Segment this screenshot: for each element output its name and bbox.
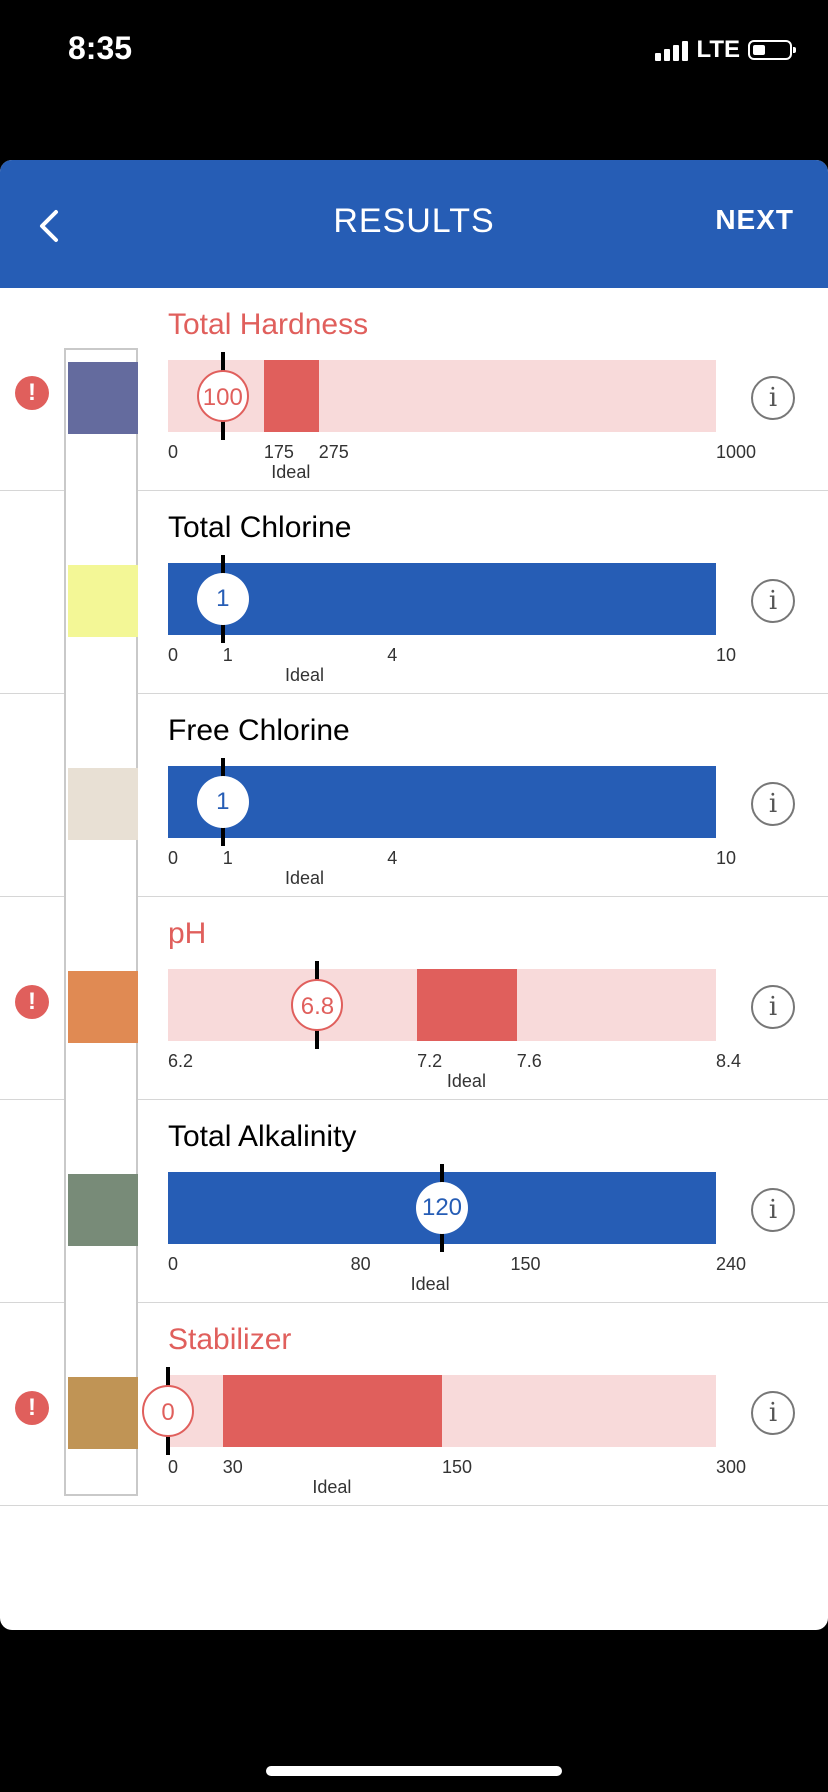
scale-tick-label: 0 xyxy=(168,1254,179,1274)
ideal-label: Ideal xyxy=(446,1071,486,1091)
result-name: pH xyxy=(168,917,207,950)
scale-tick-label: 1 xyxy=(222,645,233,665)
range-bar: 1 xyxy=(168,555,716,643)
scale-tick-label: 150 xyxy=(510,1254,541,1274)
scale-tick-label: 4 xyxy=(387,848,398,868)
status-indicators: LTE xyxy=(655,36,796,64)
ideal-label: Ideal xyxy=(285,868,325,888)
scale-tick-label: 275 xyxy=(318,442,349,462)
scale-tick-label: 30 xyxy=(222,1457,243,1477)
scale-tick-label: 175 xyxy=(263,442,294,462)
info-button[interactable]: i xyxy=(751,782,795,826)
result-row: Total Alkalinity 120 0 80 150 240 Ideal i xyxy=(0,1100,828,1303)
alert-icon: ! xyxy=(15,985,49,1019)
result-row: Total Chlorine 1 0 1 4 10 Ideal i xyxy=(0,491,828,694)
scale-tick-label: 80 xyxy=(350,1254,371,1274)
test-strip-pad xyxy=(68,768,138,840)
scale-tick-label: 7.6 xyxy=(516,1051,542,1071)
result-name: Total Hardness xyxy=(168,308,369,341)
scale-tick-label: 0 xyxy=(168,442,179,462)
result-row: pH! 6.8 6.2 7.2 7.6 8.4 Ideal i xyxy=(0,897,828,1100)
alert-icon: ! xyxy=(15,376,49,410)
status-bar: 8:35 LTE xyxy=(0,0,828,100)
range-bar: 120 xyxy=(168,1164,716,1252)
range-bar: 6.8 xyxy=(168,961,716,1049)
ideal-range-segment xyxy=(263,360,319,432)
scale-tick-label: 0 xyxy=(168,848,179,868)
info-button[interactable]: i xyxy=(751,985,795,1029)
value-marker[interactable]: 0 xyxy=(142,1385,194,1437)
alert-icon: ! xyxy=(15,1391,49,1425)
range-bar: 100 xyxy=(168,352,716,440)
next-button[interactable]: NEXT xyxy=(715,204,794,235)
result-name: Total Alkalinity xyxy=(168,1120,357,1153)
value-marker[interactable]: 1 xyxy=(196,573,249,625)
home-indicator[interactable] xyxy=(266,1766,562,1776)
ideal-range-segment xyxy=(222,1375,442,1447)
ideal-label: Ideal xyxy=(410,1274,450,1294)
network-label: LTE xyxy=(696,36,740,63)
scale-tick-label: 240 xyxy=(716,1254,747,1274)
status-time: 8:35 xyxy=(68,30,133,66)
scale-tick-label: 0 xyxy=(168,645,179,665)
result-name: Free Chlorine xyxy=(168,714,350,747)
scale-tick-label: 150 xyxy=(442,1457,473,1477)
scale-tick-label: 10 xyxy=(716,645,737,665)
test-strip-pad xyxy=(68,971,138,1043)
signal-icon xyxy=(655,39,689,61)
scale-tick-label: 7.2 xyxy=(417,1051,443,1071)
info-button[interactable]: i xyxy=(751,1188,795,1232)
test-strip-pad xyxy=(68,1174,138,1246)
value-marker[interactable]: 6.8 xyxy=(291,979,344,1031)
value-marker[interactable]: 1 xyxy=(196,776,249,828)
test-strip-pad xyxy=(68,1377,138,1449)
test-strip xyxy=(64,348,138,1496)
results-card: RESULTS NEXT Total Hardness! 100 0 175 275 10… xyxy=(0,160,828,1630)
header: RESULTS NEXT xyxy=(0,160,828,288)
scale-tick-label: 6.2 xyxy=(168,1051,194,1071)
result-name: Stabilizer xyxy=(168,1323,292,1356)
result-name: Total Chlorine xyxy=(168,511,352,544)
result-row: Stabilizer! 0 0 30 150 300 Ideal i xyxy=(0,1303,828,1506)
scale-tick-label: 1 xyxy=(222,848,233,868)
range-bar: 1 xyxy=(168,758,716,846)
value-marker[interactable]: 100 xyxy=(196,370,249,422)
result-row: Free Chlorine 1 0 1 4 10 Ideal i xyxy=(0,694,828,897)
ideal-label: Ideal xyxy=(285,665,325,685)
info-button[interactable]: i xyxy=(751,579,795,623)
chevron-left-icon[interactable] xyxy=(30,206,70,246)
info-button[interactable]: i xyxy=(751,376,795,420)
result-row: Total Hardness! 100 0 175 275 1000 Ideal i xyxy=(0,288,828,491)
scale-tick-label: 10 xyxy=(716,848,737,868)
scale-tick-label: 8.4 xyxy=(716,1051,742,1071)
test-strip-pad xyxy=(68,362,138,434)
battery-icon xyxy=(748,40,796,60)
ideal-range-segment xyxy=(417,969,517,1041)
range-bar: 0 xyxy=(142,1367,716,1455)
ideal-label: Ideal xyxy=(271,462,311,482)
page-title: RESULTS xyxy=(333,202,495,240)
scale-tick-label: 4 xyxy=(387,645,398,665)
info-button[interactable]: i xyxy=(751,1391,795,1435)
scale-tick-label: 0 xyxy=(168,1457,179,1477)
scale-tick-label: 1000 xyxy=(716,442,757,462)
scale-tick-label: 300 xyxy=(716,1457,747,1477)
value-marker[interactable]: 120 xyxy=(416,1182,468,1234)
ideal-label: Ideal xyxy=(312,1477,352,1497)
test-strip-pad xyxy=(68,565,138,637)
